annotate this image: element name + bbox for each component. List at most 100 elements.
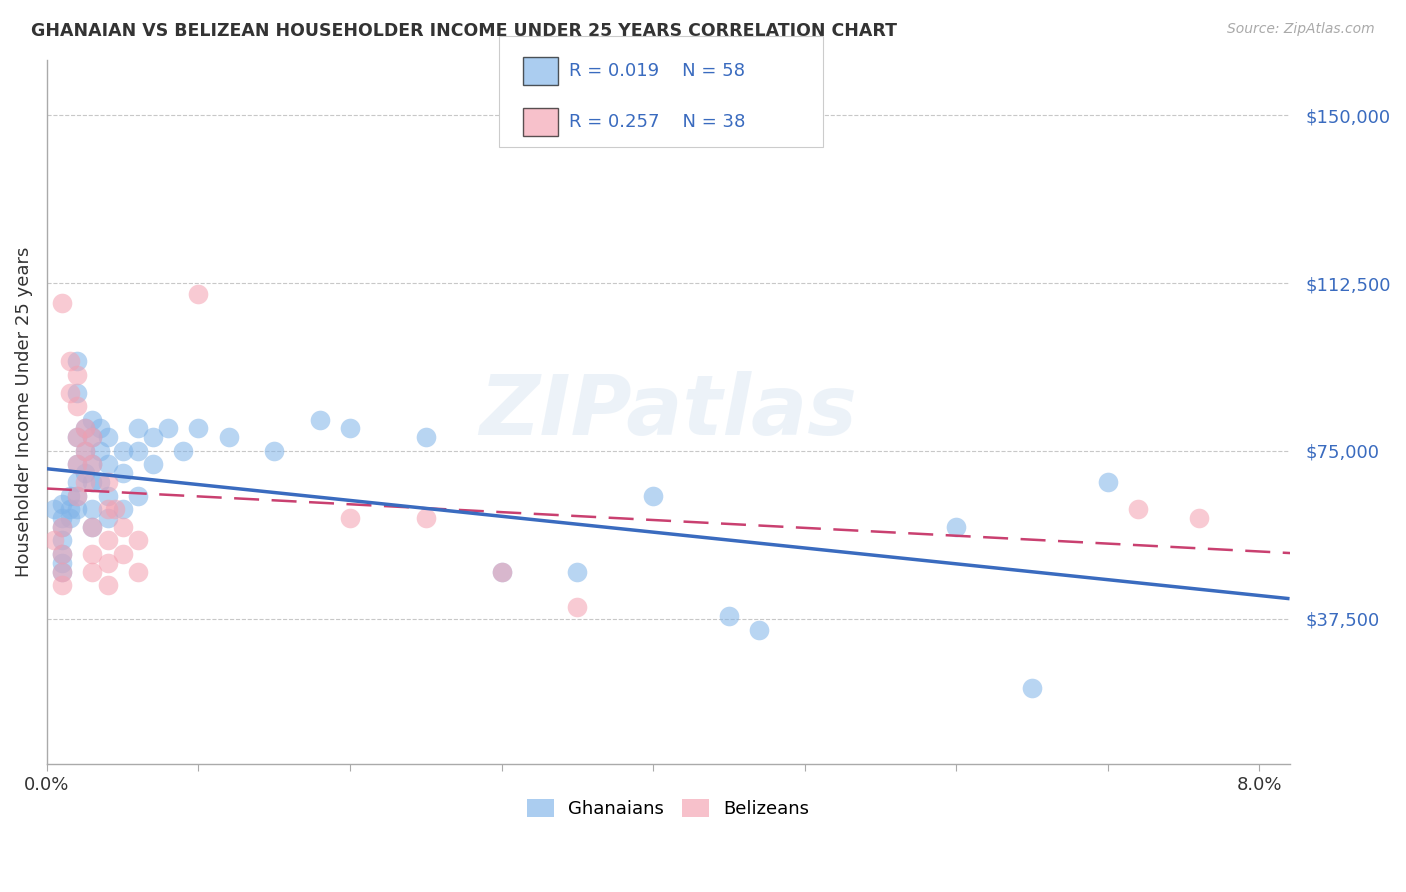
Point bbox=[51, 547, 73, 561]
Point bbox=[73, 466, 96, 480]
Point bbox=[415, 430, 437, 444]
Point bbox=[82, 520, 104, 534]
Point bbox=[51, 520, 73, 534]
Point bbox=[82, 457, 104, 471]
Point bbox=[66, 502, 89, 516]
Point bbox=[82, 412, 104, 426]
Point bbox=[717, 609, 740, 624]
Point bbox=[415, 511, 437, 525]
Point bbox=[491, 565, 513, 579]
Point bbox=[51, 565, 73, 579]
Point bbox=[82, 547, 104, 561]
Text: GHANAIAN VS BELIZEAN HOUSEHOLDER INCOME UNDER 25 YEARS CORRELATION CHART: GHANAIAN VS BELIZEAN HOUSEHOLDER INCOME … bbox=[31, 22, 897, 40]
Point bbox=[66, 475, 89, 490]
Point bbox=[111, 520, 134, 534]
Point bbox=[73, 421, 96, 435]
Point bbox=[187, 421, 209, 435]
Legend: Ghanaians, Belizeans: Ghanaians, Belizeans bbox=[519, 791, 817, 825]
Point bbox=[73, 421, 96, 435]
Point bbox=[339, 421, 361, 435]
Point bbox=[51, 511, 73, 525]
Point bbox=[96, 556, 118, 570]
Point bbox=[96, 578, 118, 592]
Point bbox=[187, 287, 209, 301]
Point bbox=[127, 443, 149, 458]
Point bbox=[66, 489, 89, 503]
Point bbox=[82, 520, 104, 534]
Point bbox=[96, 511, 118, 525]
Point bbox=[51, 533, 73, 548]
Point bbox=[96, 489, 118, 503]
Point bbox=[89, 475, 111, 490]
Point bbox=[127, 533, 149, 548]
Text: R = 0.019    N = 58: R = 0.019 N = 58 bbox=[569, 62, 745, 80]
Text: Source: ZipAtlas.com: Source: ZipAtlas.com bbox=[1227, 22, 1375, 37]
Point bbox=[82, 457, 104, 471]
Point bbox=[96, 430, 118, 444]
Point bbox=[66, 457, 89, 471]
Point bbox=[308, 412, 330, 426]
Point bbox=[89, 443, 111, 458]
Point bbox=[111, 502, 134, 516]
Point bbox=[66, 489, 89, 503]
Point bbox=[66, 430, 89, 444]
Point bbox=[111, 466, 134, 480]
Point bbox=[748, 623, 770, 637]
Point bbox=[59, 489, 82, 503]
Point bbox=[82, 430, 104, 444]
Point bbox=[96, 502, 118, 516]
Point bbox=[66, 354, 89, 368]
Point bbox=[641, 489, 664, 503]
Y-axis label: Householder Income Under 25 years: Householder Income Under 25 years bbox=[15, 246, 32, 577]
Point bbox=[82, 565, 104, 579]
Point bbox=[127, 489, 149, 503]
Point bbox=[51, 498, 73, 512]
Point bbox=[1097, 475, 1119, 490]
Point bbox=[73, 475, 96, 490]
Point bbox=[172, 443, 194, 458]
Point bbox=[96, 457, 118, 471]
Point bbox=[59, 511, 82, 525]
Point bbox=[157, 421, 180, 435]
Point bbox=[1126, 502, 1149, 516]
Point bbox=[127, 421, 149, 435]
Point bbox=[66, 399, 89, 413]
Point bbox=[66, 430, 89, 444]
Point bbox=[73, 443, 96, 458]
Point bbox=[66, 368, 89, 382]
Point bbox=[567, 565, 589, 579]
Point bbox=[1021, 681, 1043, 695]
Point bbox=[66, 457, 89, 471]
Text: R = 0.257    N = 38: R = 0.257 N = 38 bbox=[569, 113, 745, 131]
Point bbox=[142, 457, 165, 471]
Point bbox=[59, 354, 82, 368]
Point bbox=[263, 443, 285, 458]
Point bbox=[339, 511, 361, 525]
Point bbox=[51, 578, 73, 592]
Point bbox=[59, 385, 82, 400]
Point bbox=[567, 600, 589, 615]
Point bbox=[51, 547, 73, 561]
Point bbox=[66, 385, 89, 400]
Point bbox=[945, 520, 967, 534]
Point bbox=[82, 502, 104, 516]
Point bbox=[96, 533, 118, 548]
Point bbox=[51, 556, 73, 570]
Point bbox=[127, 565, 149, 579]
Point bbox=[104, 502, 127, 516]
Point bbox=[96, 475, 118, 490]
Point bbox=[44, 533, 66, 548]
Point bbox=[111, 547, 134, 561]
Point bbox=[59, 502, 82, 516]
Point bbox=[82, 430, 104, 444]
Point bbox=[51, 520, 73, 534]
Point bbox=[111, 443, 134, 458]
Point bbox=[491, 565, 513, 579]
Point bbox=[1187, 511, 1209, 525]
Point bbox=[142, 430, 165, 444]
Point bbox=[51, 565, 73, 579]
Point bbox=[82, 475, 104, 490]
Text: ZIPatlas: ZIPatlas bbox=[479, 371, 858, 452]
Point bbox=[44, 502, 66, 516]
Point bbox=[51, 296, 73, 310]
